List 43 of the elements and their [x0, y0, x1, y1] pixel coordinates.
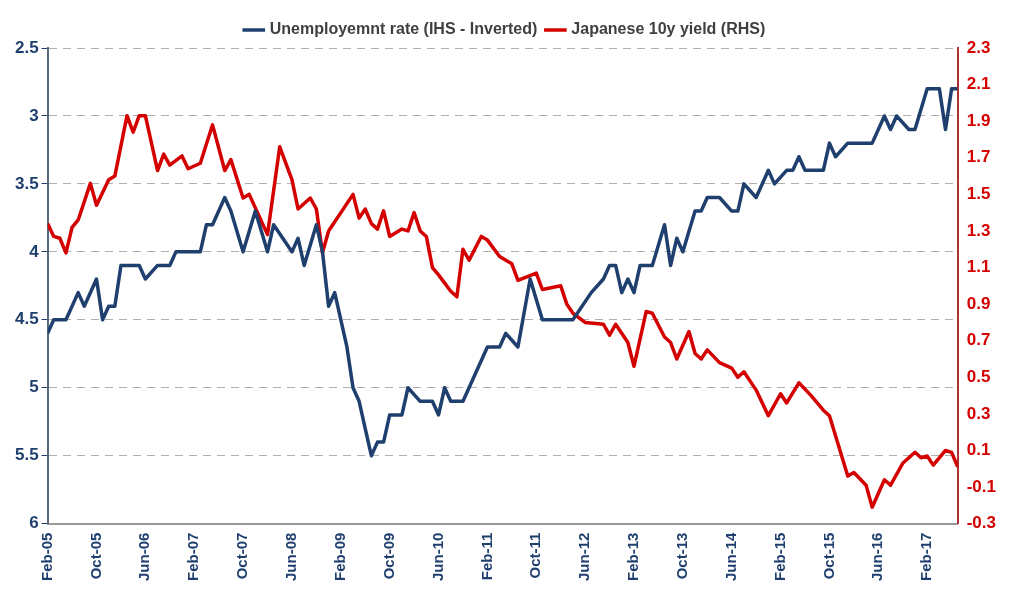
- y2-tick-label: 0.7: [966, 330, 991, 350]
- x-tick-label: Oct-07: [233, 532, 251, 580]
- y-tick-label: 5: [29, 377, 39, 397]
- legend-label: Japanese 10y yield (RHS): [571, 20, 766, 38]
- x-tick-label: Oct-11: [526, 532, 544, 579]
- y-tick-label: 2.5: [14, 37, 39, 57]
- y2-tick-label: 1.5: [966, 184, 991, 204]
- y2-tick-label: 2.3: [966, 37, 991, 57]
- y2-tick-label: -0.1: [966, 476, 996, 496]
- x-tick-label: Feb-17: [917, 532, 935, 582]
- x-tick-label: Feb-05: [37, 532, 55, 582]
- x-tick-label: Oct-13: [672, 532, 690, 580]
- y2-tick-label: 1.7: [966, 147, 991, 167]
- y2-tick-label: 0.3: [966, 403, 991, 423]
- y-tick-label: 4.5: [14, 309, 39, 329]
- y-tick-label: 3: [29, 105, 39, 125]
- x-tick-label: Jun-06: [135, 532, 153, 582]
- y2-tick-label: 0.1: [966, 440, 991, 460]
- x-tick-label: Feb-09: [330, 532, 348, 582]
- legend-label: Unemployemnt rate (IHS - Inverted): [269, 20, 538, 38]
- x-tick-label: Jun-14: [721, 532, 739, 582]
- x-tick-label: Feb-07: [184, 532, 202, 582]
- y2-tick-label: 1.1: [966, 257, 991, 277]
- y2-tick-label: 0.9: [966, 293, 991, 313]
- y2-tick-label: 0.5: [966, 366, 991, 386]
- x-tick-label: Feb-13: [624, 532, 642, 582]
- x-tick-label: Oct-05: [86, 532, 104, 580]
- y-tick-label: 6: [29, 513, 39, 533]
- y-tick-label: 4: [29, 241, 40, 261]
- y2-tick-label: 1.3: [966, 220, 991, 240]
- x-tick-label: Oct-15: [819, 532, 837, 580]
- x-tick-label: Jun-12: [575, 532, 593, 582]
- y-tick-label: 3.5: [14, 173, 39, 193]
- x-tick-label: Jun-08: [282, 532, 300, 582]
- y-tick-label: 5.5: [14, 445, 39, 465]
- x-tick-label: Jun-10: [428, 532, 446, 582]
- x-tick-label: Jun-16: [868, 532, 886, 582]
- y2-tick-label: 1.9: [966, 110, 991, 130]
- x-tick-label: Feb-11: [477, 532, 495, 581]
- x-tick-label: Oct-09: [379, 532, 397, 580]
- x-tick-label: Feb-15: [770, 532, 788, 582]
- y2-tick-label: -0.3: [966, 513, 996, 533]
- y2-tick-label: 2.1: [966, 74, 991, 94]
